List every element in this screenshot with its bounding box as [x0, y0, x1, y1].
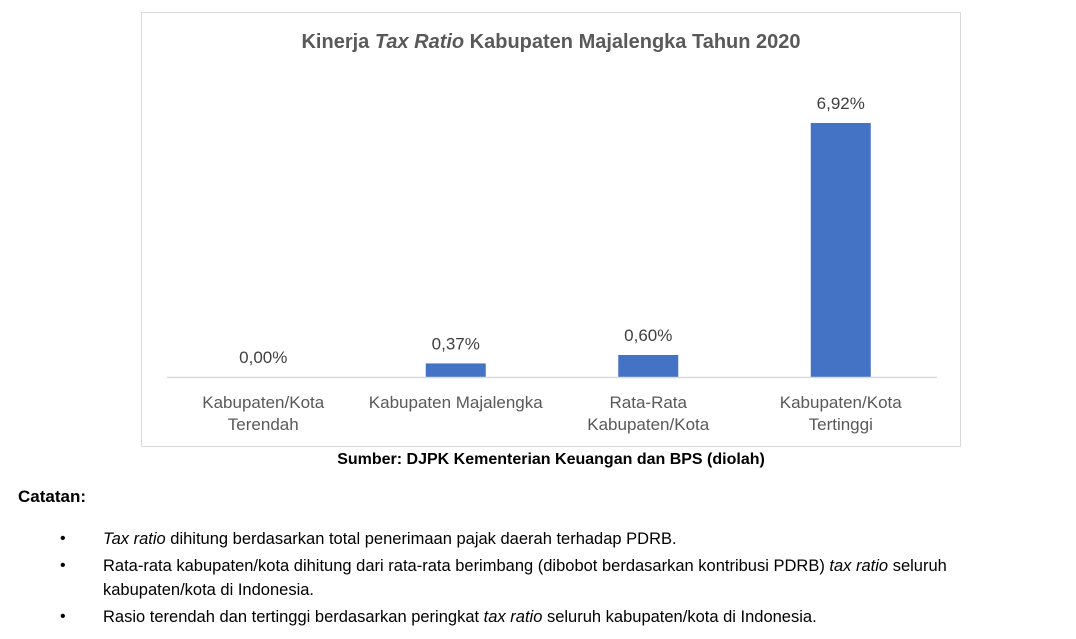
category-label-1-line-1: Kabupaten/Kota [202, 393, 324, 412]
bullet-icon: • [60, 608, 66, 625]
notes-list: • Tax ratio dihitung berdasarkan total pe… [0, 527, 1076, 632]
note-text: seluruh kabupaten/kota di Indonesia. [103, 557, 947, 599]
category-label-2: Kabupaten Majalengka [369, 393, 543, 412]
note-text: Rasio terendah dan tertinggi berdasarkan… [103, 608, 484, 626]
data-label-1: 0,00% [239, 348, 287, 367]
category-label-4: Kabupaten/Kota Tertinggi [780, 393, 902, 434]
note-item: • Tax ratio dihitung berdasarkan total pe… [0, 527, 1076, 551]
category-label-1: Kabupaten/Kota Terendah [202, 393, 324, 434]
category-label-3-line-1: Rata-Rata [610, 393, 688, 412]
bullet-icon: • [60, 530, 66, 547]
chart-frame: Kinerja Tax Ratio Kabupaten Majalengka T… [141, 12, 961, 447]
bar-chart: 0,00% Kabupaten/Kota Terendah 0,37% Kabupate… [167, 94, 937, 434]
category-label-1-line-2: Terendah [228, 415, 299, 434]
category-label-3: Rata-Rata Kabupaten/Kota [587, 393, 709, 434]
note-item: • Rata-rata kabupaten/kota dihitung dari … [0, 554, 1076, 602]
note-text: tax ratio [829, 557, 889, 575]
category-label-4-line-1: Kabupaten/Kota [780, 393, 902, 412]
data-label-3: 0,60% [624, 326, 672, 345]
chart-title-part-1: Kinerja [301, 31, 375, 53]
category-label-3-line-2: Kabupaten/Kota [587, 415, 709, 434]
data-label-2: 0,37% [432, 334, 480, 353]
bullet-icon: • [60, 557, 66, 574]
note-text: seluruh kabupaten/kota di Indonesia. [542, 608, 817, 626]
category-label-2-line-1: Kabupaten Majalengka [369, 393, 543, 412]
note-text: Rata-rata kabupaten/kota dihitung dari r… [103, 557, 830, 575]
chart-title-part-2: Tax Ratio [374, 31, 465, 53]
bar-4 [810, 123, 871, 377]
bar-3 [618, 354, 679, 377]
bar-2 [425, 363, 486, 377]
chart-title-part-3: Kabupaten Majalengka Tahun 2020 [464, 31, 801, 53]
notes-heading: Catatan: [18, 487, 87, 506]
source-caption: Sumber: DJPK Kementerian Keuangan dan BP… [337, 451, 765, 468]
category-label-4-line-2: Tertinggi [809, 415, 873, 434]
note-text: dihitung berdasarkan total penerimaan pa… [165, 530, 677, 548]
note-text: Tax ratio [103, 530, 166, 548]
note-item: • Rasio terendah dan tertinggi berdasarka… [0, 605, 1076, 629]
data-label-4: 6,92% [817, 94, 865, 113]
note-text: tax ratio [483, 608, 543, 626]
chart-title: Kinerja Tax Ratio Kabupaten Majalengka T… [142, 31, 960, 54]
